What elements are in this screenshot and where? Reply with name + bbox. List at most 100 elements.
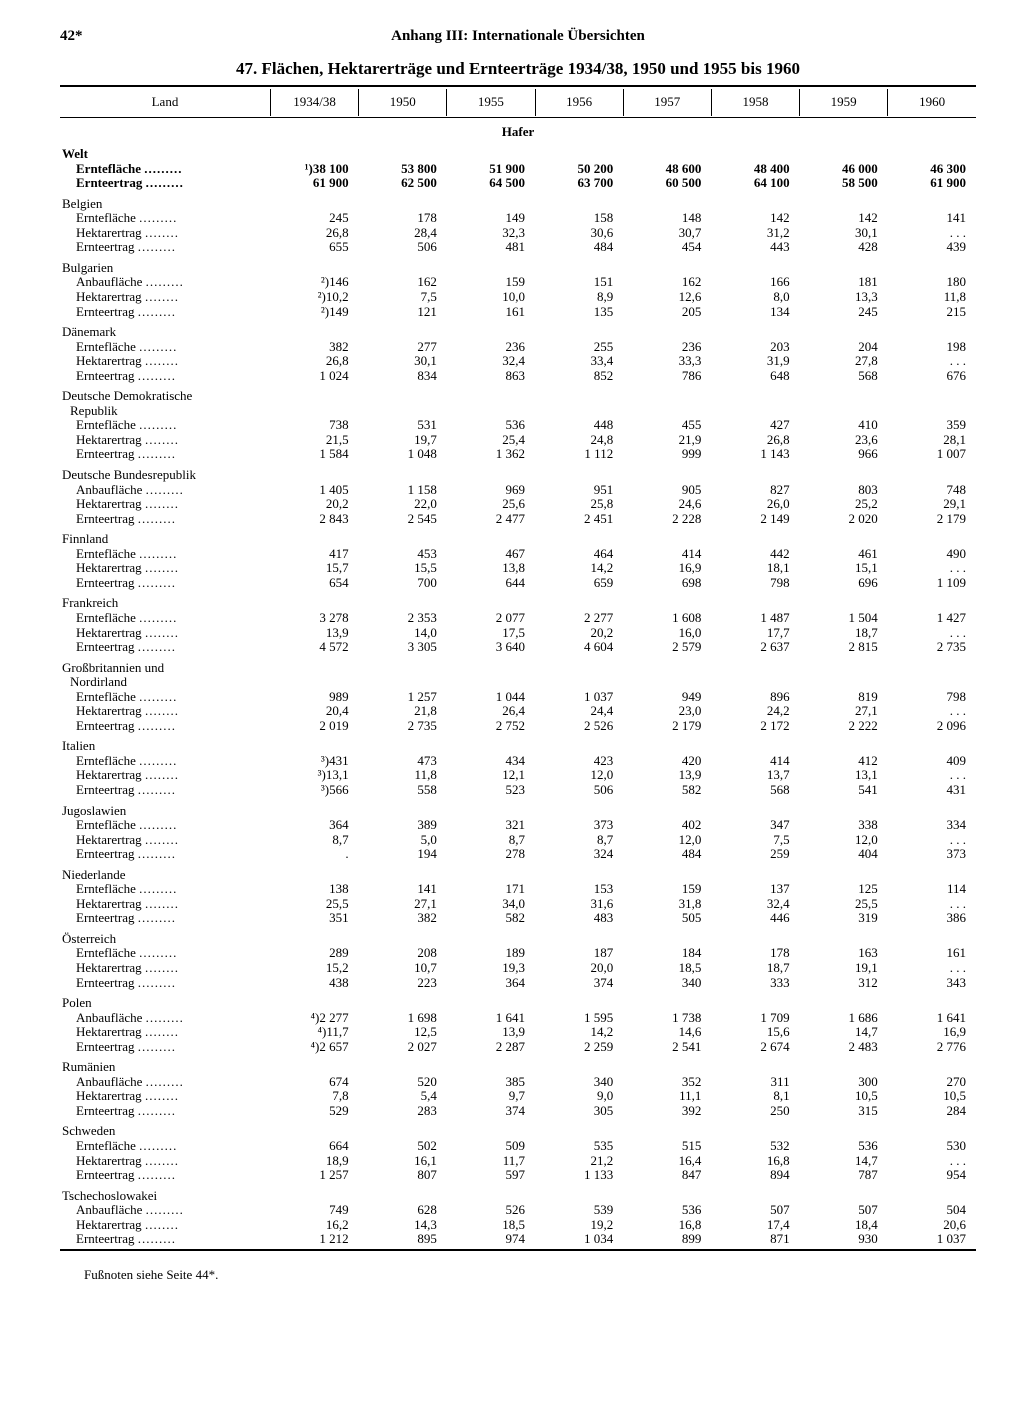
cell: 3 640 <box>447 640 535 655</box>
row-label: Hektarertrag ........ <box>60 1154 270 1169</box>
year-header: 1960 <box>888 89 976 116</box>
cell: 58 500 <box>800 176 888 191</box>
cell: 25,5 <box>800 897 888 912</box>
cell: 2 277 <box>535 611 623 626</box>
row-label: Ernteertrag ......... <box>60 305 270 320</box>
cell: 12,5 <box>359 1025 447 1040</box>
cell: . . . <box>888 226 976 241</box>
cell: 61 900 <box>270 176 358 191</box>
row-label: Erntefläche ......... <box>60 418 270 433</box>
cell: 189 <box>447 946 535 961</box>
table-title: 47. Flächen, Hektarerträge und Ernteertr… <box>60 59 976 79</box>
cell: 834 <box>359 369 447 384</box>
cell: 27,8 <box>800 354 888 369</box>
cell: 141 <box>359 882 447 897</box>
cell: 467 <box>447 547 535 562</box>
cell: 13,9 <box>623 768 711 783</box>
cell: 8,7 <box>535 833 623 848</box>
country-name: Dänemark <box>60 319 976 340</box>
cell: . . . <box>888 833 976 848</box>
cell: 2 541 <box>623 1040 711 1055</box>
cell: 506 <box>359 240 447 255</box>
cell: 2 477 <box>447 512 535 527</box>
cell: 31,9 <box>711 354 799 369</box>
row-label: Hektarertrag ........ <box>60 897 270 912</box>
cell: 16,4 <box>623 1154 711 1169</box>
cell: 18,5 <box>623 961 711 976</box>
cell: 1 143 <box>711 447 799 462</box>
row-label: Ernteertrag ......... <box>60 176 270 191</box>
cell: 64 100 <box>711 176 799 191</box>
cell: ⁴)11,7 <box>270 1025 358 1040</box>
cell: 409 <box>888 754 976 769</box>
cell: 315 <box>800 1104 888 1119</box>
cell: 2 172 <box>711 719 799 734</box>
row-label: Erntefläche ......... <box>60 818 270 833</box>
cell: 9,0 <box>535 1089 623 1104</box>
cell: 19,7 <box>359 433 447 448</box>
row-label: Erntefläche ......... <box>60 690 270 705</box>
cell: 2 674 <box>711 1040 799 1055</box>
cell: 22,0 <box>359 497 447 512</box>
cell: 871 <box>711 1232 799 1247</box>
cell: 13,3 <box>800 290 888 305</box>
cell: 464 <box>535 547 623 562</box>
cell: 245 <box>270 211 358 226</box>
cell: 2 077 <box>447 611 535 626</box>
cell: 431 <box>888 783 976 798</box>
cell: 151 <box>535 275 623 290</box>
cell: 2 776 <box>888 1040 976 1055</box>
cell: 1 158 <box>359 483 447 498</box>
cell: 1 257 <box>359 690 447 705</box>
country-name: Bulgarien <box>60 255 976 276</box>
cell: 305 <box>535 1104 623 1119</box>
year-header: 1950 <box>359 89 447 116</box>
cell: . . . <box>888 961 976 976</box>
cell: 539 <box>535 1203 623 1218</box>
cell: 333 <box>711 976 799 991</box>
cell: 4 604 <box>535 640 623 655</box>
cell: 899 <box>623 1232 711 1247</box>
cell: 334 <box>888 818 976 833</box>
cell: . . . <box>888 768 976 783</box>
cell: 25,8 <box>535 497 623 512</box>
year-header: 1959 <box>800 89 888 116</box>
cell: 2 179 <box>888 512 976 527</box>
cell: 46 300 <box>888 162 976 177</box>
cell: 11,8 <box>359 768 447 783</box>
cell: 30,7 <box>623 226 711 241</box>
cell: 414 <box>623 547 711 562</box>
cell: 2 027 <box>359 1040 447 1055</box>
cell: 32,4 <box>711 897 799 912</box>
cell: 19,3 <box>447 961 535 976</box>
row-label: Ernteertrag ......... <box>60 512 270 527</box>
cell: 541 <box>800 783 888 798</box>
cell: 15,6 <box>711 1025 799 1040</box>
country-name: Polen <box>60 990 976 1011</box>
row-label: Anbaufläche ......... <box>60 275 270 290</box>
row-label: Anbaufläche ......... <box>60 483 270 498</box>
country-name: Belgien <box>60 191 976 212</box>
cell: 135 <box>535 305 623 320</box>
cell: 1 037 <box>535 690 623 705</box>
cell: 3 278 <box>270 611 358 626</box>
cell: 490 <box>888 547 976 562</box>
cell: ²)10,2 <box>270 290 358 305</box>
cell: 448 <box>535 418 623 433</box>
table-body: Hafer WeltErntefläche .........¹)38 1005… <box>60 116 976 1247</box>
cell: 8,1 <box>711 1089 799 1104</box>
cell: 23,0 <box>623 704 711 719</box>
cell: 1 024 <box>270 369 358 384</box>
cell: 161 <box>447 305 535 320</box>
country-name: Finnland <box>60 526 976 547</box>
table-head: Land 1934/38 1950 1955 1956 1957 1958 19… <box>60 89 976 116</box>
cell: ²)149 <box>270 305 358 320</box>
row-label: Hektarertrag ........ <box>60 961 270 976</box>
year-header: 1957 <box>623 89 711 116</box>
cell: 532 <box>711 1139 799 1154</box>
cell: 2 637 <box>711 640 799 655</box>
cell: 277 <box>359 340 447 355</box>
cell: 819 <box>800 690 888 705</box>
cell: 748 <box>888 483 976 498</box>
cell: 481 <box>447 240 535 255</box>
